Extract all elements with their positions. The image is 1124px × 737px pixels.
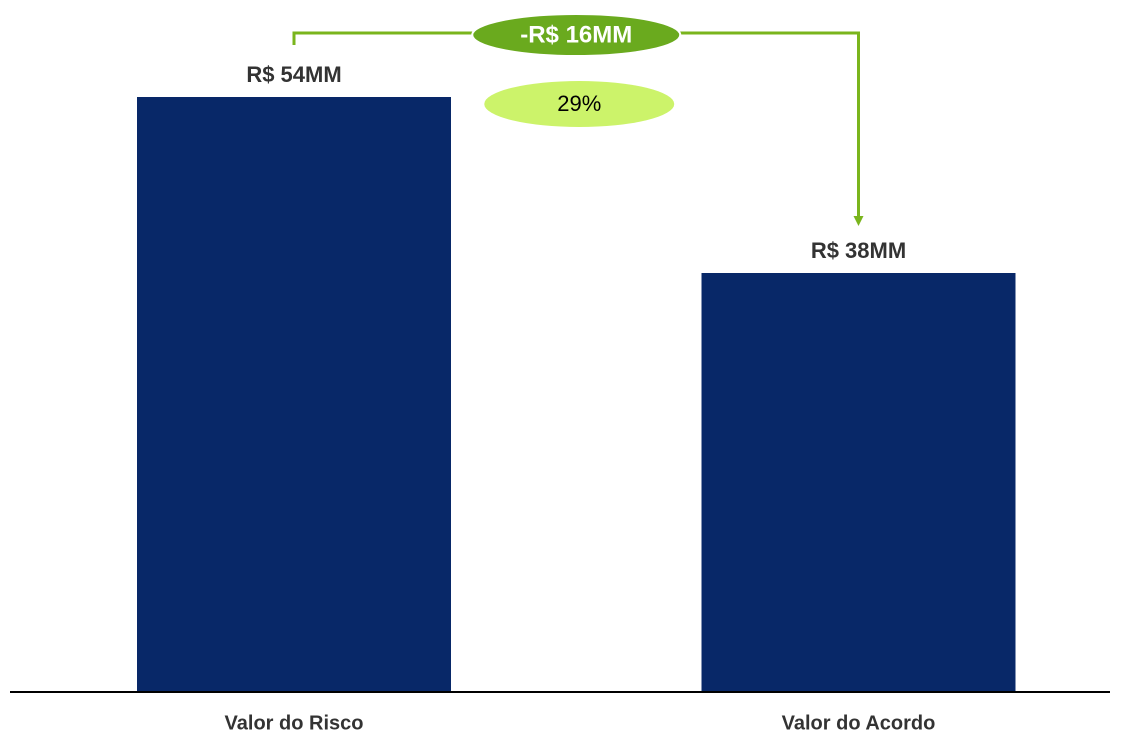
value-label: R$ 38MM	[811, 238, 906, 263]
value-label: R$ 54MM	[246, 62, 341, 87]
bar	[701, 273, 1016, 691]
bar	[137, 97, 451, 691]
difference-pill	[471, 13, 682, 57]
x-tick-label: Valor do Risco	[225, 712, 364, 734]
percent-pill	[484, 81, 675, 127]
percent-label: 29%	[557, 91, 601, 116]
x-tick-label: Valor do Acordo	[782, 712, 936, 734]
difference-label: -R$ 16MM	[520, 21, 632, 48]
